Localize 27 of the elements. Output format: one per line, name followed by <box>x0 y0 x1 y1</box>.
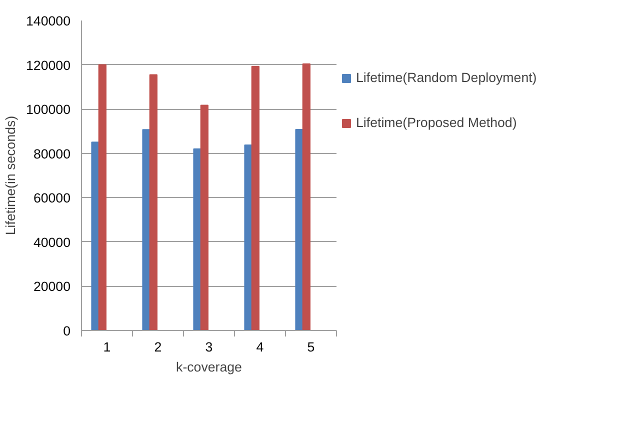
bar <box>142 129 150 330</box>
legend-label: Lifetime(Proposed Method) <box>356 115 517 130</box>
y-tick-label: 80000 <box>33 146 70 162</box>
bar <box>251 66 260 330</box>
y-tick-label: 0 <box>63 324 71 338</box>
bar <box>244 144 252 330</box>
bar <box>98 64 106 330</box>
bar <box>91 142 100 330</box>
y-tick-label: 120000 <box>26 58 71 73</box>
x-axis-title: k-coverage <box>176 360 242 374</box>
y-tick-label: 20000 <box>33 279 70 294</box>
x-tick-label: 4 <box>256 340 264 354</box>
y-tick-label: 60000 <box>33 190 70 206</box>
bar <box>200 104 208 330</box>
y-tick-label: 140000 <box>26 14 71 28</box>
bar <box>149 74 158 330</box>
x-tick-label: 5 <box>307 340 315 354</box>
y-axis-title: Lifetime(in seconds) <box>3 116 18 236</box>
bar <box>295 128 304 330</box>
y-tick-label: 40000 <box>33 234 70 250</box>
bar <box>302 63 310 330</box>
x-tick-label: 1 <box>103 340 111 354</box>
x-tick-label: 3 <box>205 340 213 354</box>
legend-label: Lifetime(Random Deployment) <box>356 70 537 85</box>
bar <box>193 148 202 330</box>
y-tick-label: 100000 <box>26 102 71 118</box>
x-tick-label: 2 <box>154 340 162 354</box>
